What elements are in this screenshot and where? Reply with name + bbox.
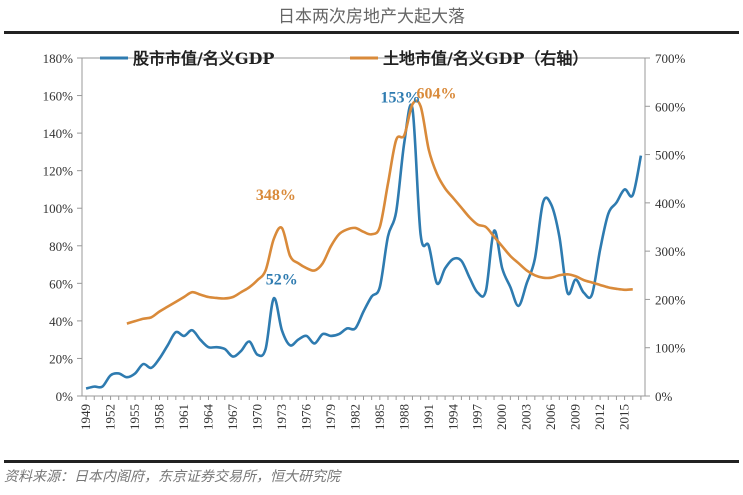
- y-left-tick-label: 120%: [43, 164, 74, 179]
- x-tick-label: 1970: [249, 404, 264, 430]
- data-annotation: 153%: [380, 90, 420, 107]
- x-tick-label: 1952: [103, 404, 118, 430]
- y-left-tick-label: 80%: [49, 239, 73, 254]
- x-tick-label: 2000: [494, 404, 509, 430]
- series-line-0: [85, 103, 643, 390]
- series-line-1: [126, 99, 633, 325]
- data-annotation: 604%: [416, 85, 456, 102]
- y-left-tick-label: 100%: [43, 201, 74, 216]
- x-tick-label: 1961: [176, 404, 191, 430]
- source-note: 资料来源：日本内阁府，东京证券交易所，恒大研究院: [4, 469, 340, 485]
- y-right-tick-label: 200%: [655, 292, 686, 307]
- x-tick-label: 2012: [592, 404, 607, 430]
- x-tick-label: 1958: [152, 404, 167, 430]
- y-left-tick-label: 0%: [56, 389, 74, 404]
- x-tick-label: 1982: [347, 404, 362, 430]
- y-right-tick-label: 500%: [655, 148, 686, 163]
- y-left-tick-label: 60%: [49, 276, 73, 291]
- chart-title: 日本两次房地产大起大落: [278, 7, 465, 27]
- x-tick-label: 1976: [298, 404, 313, 431]
- y-left-tick-label: 20%: [49, 351, 73, 366]
- data-annotation: 348%: [256, 187, 296, 204]
- y-right-tick-label: 600%: [655, 99, 686, 114]
- y-left-tick-label: 180%: [43, 51, 74, 66]
- x-tick-label: 1979: [323, 404, 338, 430]
- x-tick-label: 1997: [470, 404, 485, 431]
- x-tick-label: 2006: [543, 404, 558, 431]
- x-tick-label: 2003: [519, 404, 534, 430]
- x-tick-label: 1991: [421, 404, 436, 430]
- data-annotation: 52%: [266, 271, 298, 288]
- x-tick-label: 1988: [396, 404, 411, 430]
- y-left-tick-label: 40%: [49, 314, 73, 329]
- y-right-tick-label: 100%: [655, 341, 686, 356]
- x-tick-label: 1985: [372, 404, 387, 430]
- x-tick-label: 1964: [200, 404, 215, 431]
- y-right-tick-label: 700%: [655, 51, 686, 66]
- y-right-tick-label: 400%: [655, 196, 686, 211]
- top-rule: [4, 31, 739, 34]
- y-right-tick-label: 300%: [655, 244, 686, 259]
- y-left-tick-label: 160%: [43, 89, 74, 104]
- y-left-tick-label: 140%: [43, 126, 74, 141]
- x-tick-label: 1949: [78, 404, 93, 430]
- x-tick-label: 1967: [225, 404, 240, 431]
- x-tick-label: 2009: [568, 404, 583, 430]
- bottom-rule: [4, 460, 739, 463]
- x-tick-label: 2015: [617, 404, 632, 430]
- x-tick-label: 1955: [127, 404, 142, 430]
- legend-land-label: 土地市值/名义GDP（右轴）: [383, 49, 588, 68]
- x-tick-label: 1973: [274, 404, 289, 430]
- legend-stock-label: 股市市值/名义GDP: [133, 49, 274, 68]
- y-right-tick-label: 0%: [655, 389, 673, 404]
- x-tick-label: 1994: [445, 404, 460, 431]
